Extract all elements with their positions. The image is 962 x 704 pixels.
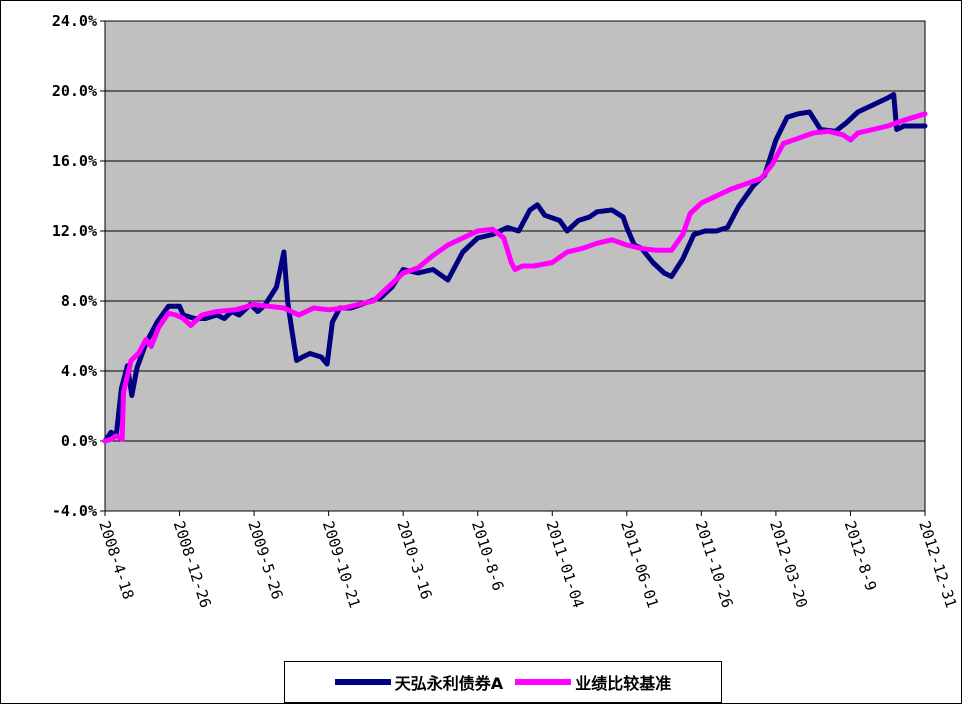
y-tick-label: 8.0% (61, 292, 97, 310)
x-axis-ticks: 2008-4-18 2008-12-26 2009-5-26 2009-10-21 20… (95, 511, 960, 610)
legend-label-fund: 天弘永利债券A (394, 674, 504, 693)
y-tick-label: 0.0% (61, 432, 97, 450)
legend-item-benchmark: 业绩比较基准 (515, 670, 671, 694)
y-axis-ticks: -4.0% 0.0% 4.0% 8.0% 12.0% 16.0% 20.0% 24.0% (52, 12, 105, 520)
y-tick-label: -4.0% (52, 502, 97, 520)
y-tick-label: 12.0% (52, 222, 97, 240)
legend-item-fund: 天弘永利债券A (334, 670, 504, 694)
legend-swatch-fund (334, 679, 391, 685)
x-tick-label: 2008-12-26 (170, 519, 215, 610)
x-tick-label: 2009-5-26 (244, 519, 286, 602)
y-tick-label: 4.0% (61, 362, 97, 380)
legend: 天弘永利债券A 业绩比较基准 (284, 661, 722, 703)
y-tick-label: 24.0% (52, 12, 97, 30)
y-tick-label: 20.0% (52, 82, 97, 100)
x-tick-label: 2008-4-18 (95, 519, 137, 602)
legend-swatch-benchmark (515, 679, 572, 685)
x-tick-label: 2010-8-6 (468, 519, 507, 593)
x-tick-label: 2009-10-21 (319, 519, 364, 610)
x-tick-label: 2011-01-04 (542, 519, 587, 610)
x-tick-label: 2012-12-31 (915, 519, 960, 610)
series-line-1 (102, 111, 928, 444)
x-tick-label: 2011-10-26 (692, 519, 737, 610)
legend-label-benchmark: 业绩比较基准 (575, 674, 672, 693)
x-tick-label: 2011-06-01 (617, 519, 662, 610)
y-tick-label: 16.0% (52, 152, 97, 170)
x-tick-label: 2012-8-9 (841, 519, 880, 593)
series-lines (102, 92, 928, 444)
x-tick-label: 2012-03-20 (766, 519, 811, 610)
series-line-0 (102, 92, 928, 444)
x-tick-label: 2010-3-16 (393, 519, 435, 602)
